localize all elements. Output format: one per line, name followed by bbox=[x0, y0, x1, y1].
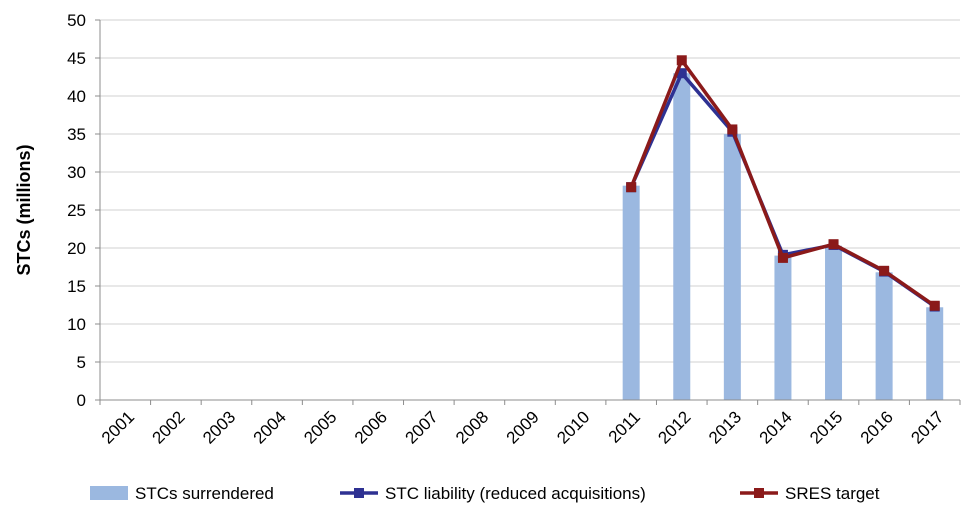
x-tick-label: 2013 bbox=[705, 407, 745, 447]
y-tick-labels: 0 5 10 15 20 25 30 35 40 45 50 bbox=[67, 11, 86, 410]
x-tick-label: 2014 bbox=[756, 407, 796, 447]
y-tick-label: 0 bbox=[77, 391, 86, 410]
y-tick-label: 15 bbox=[67, 277, 86, 296]
y-tick-label: 20 bbox=[67, 239, 86, 258]
x-tick-label: 2001 bbox=[98, 407, 138, 447]
bar bbox=[623, 186, 640, 400]
y-tick-label: 30 bbox=[67, 163, 86, 182]
line-point bbox=[727, 124, 737, 134]
bar bbox=[876, 272, 893, 400]
x-tick-label: 2011 bbox=[605, 407, 644, 446]
legend-label: STC liability (reduced acquisitions) bbox=[385, 484, 646, 503]
legend-label: STCs surrendered bbox=[135, 484, 274, 503]
bar bbox=[825, 246, 842, 400]
x-tick-label: 2015 bbox=[806, 407, 846, 447]
bar bbox=[724, 134, 741, 400]
x-tick-label: 2003 bbox=[199, 407, 239, 447]
y-tick-label: 5 bbox=[77, 353, 86, 372]
x-tick-label: 2007 bbox=[401, 407, 441, 447]
x-tick-label: 2006 bbox=[351, 407, 391, 447]
x-tick-label: 2017 bbox=[907, 407, 947, 447]
line-point bbox=[626, 182, 636, 192]
x-tick-label: 2004 bbox=[250, 407, 290, 447]
bar bbox=[926, 307, 943, 400]
y-axis-label: STCs (millions) bbox=[14, 144, 34, 275]
legend: STCs surrendered STC liability (reduced a… bbox=[90, 484, 880, 503]
x-tick-label: 2009 bbox=[503, 407, 543, 447]
bar bbox=[774, 256, 791, 400]
x-tick-label: 2008 bbox=[452, 407, 492, 447]
line-point bbox=[778, 253, 788, 263]
line-point bbox=[930, 301, 940, 311]
line-point bbox=[829, 239, 839, 249]
line-point bbox=[677, 55, 687, 65]
x-tick-label: 2016 bbox=[857, 407, 897, 447]
legend-label: SRES target bbox=[785, 484, 880, 503]
x-tick-label: 2012 bbox=[654, 407, 694, 447]
x-tick-label: 2002 bbox=[149, 407, 189, 447]
y-tick-label: 25 bbox=[67, 201, 86, 220]
x-tick-label: 2005 bbox=[300, 407, 340, 447]
legend-swatch-marker bbox=[354, 488, 364, 498]
y-tick-label: 10 bbox=[67, 315, 86, 334]
line-point bbox=[879, 266, 889, 276]
y-tick-label: 40 bbox=[67, 87, 86, 106]
bar bbox=[673, 73, 690, 400]
y-tick-label: 35 bbox=[67, 125, 86, 144]
legend-swatch-bar bbox=[90, 486, 128, 500]
bar-series bbox=[623, 73, 944, 400]
y-tick-label: 50 bbox=[67, 11, 86, 30]
x-tick-labels: 2001 2002 2003 2004 2005 2006 2007 2008 2009 2010… bbox=[98, 407, 948, 447]
x-tick-label: 2010 bbox=[553, 407, 593, 447]
legend-swatch-marker bbox=[754, 488, 764, 498]
y-tick-label: 45 bbox=[67, 49, 86, 68]
